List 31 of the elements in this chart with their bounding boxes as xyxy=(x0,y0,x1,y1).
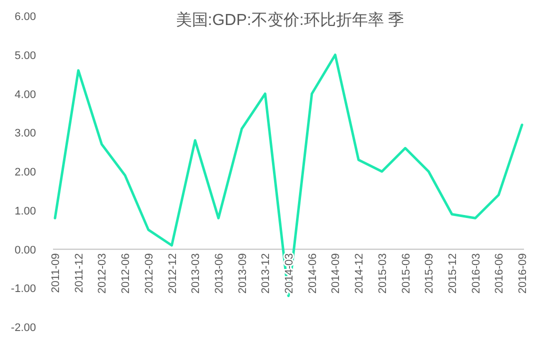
x-tick-label: 2012-03 xyxy=(96,253,109,294)
x-tick-label: 2014-06 xyxy=(306,253,319,294)
x-tick-label: 2014-12 xyxy=(354,253,366,294)
y-tick-label: -2.00 xyxy=(10,322,36,334)
x-tick-label: 2015-03 xyxy=(376,253,389,294)
x-tick-label: 2015-06 xyxy=(400,253,412,294)
x-tick-label: 2011-12 xyxy=(73,253,86,293)
x-tick-label: 2015-09 xyxy=(424,253,436,294)
x-tick-label: 2013-06 xyxy=(213,253,226,294)
x-tick-label: 2012-09 xyxy=(143,253,156,294)
y-tick-label: 3.00 xyxy=(14,128,36,140)
x-tick-label: 2016-06 xyxy=(494,253,506,294)
chart-title: 美国:GDP:不变价:环比折年率 季 xyxy=(176,11,404,29)
x-tick-label: 2011-09 xyxy=(50,253,62,293)
x-tick-label: 2016-09 xyxy=(517,253,529,294)
x-tick-label: 2014-09 xyxy=(330,253,342,294)
y-tick-label: 2.00 xyxy=(14,166,36,178)
y-tick-label: 0.00 xyxy=(14,244,36,256)
x-tick-label: 2015-12 xyxy=(446,253,459,294)
x-tick-label: 2013-03 xyxy=(190,253,202,294)
x-tick-label: 2013-09 xyxy=(236,253,249,294)
y-tick-label: 5.00 xyxy=(14,50,36,62)
x-tick-label: 2016-03 xyxy=(470,253,482,294)
y-tick-label: -1.00 xyxy=(10,283,36,296)
x-tick-label: 2012-12 xyxy=(166,253,179,294)
y-tick-label: 4.00 xyxy=(14,88,36,101)
y-tick-label: 6.00 xyxy=(14,11,36,23)
x-tick-label: 2012-06 xyxy=(120,253,132,294)
y-tick-label: 1.00 xyxy=(14,205,36,218)
x-tick-label: 2013-12 xyxy=(260,253,272,294)
x-tick-label: 2014-03 xyxy=(284,253,296,294)
